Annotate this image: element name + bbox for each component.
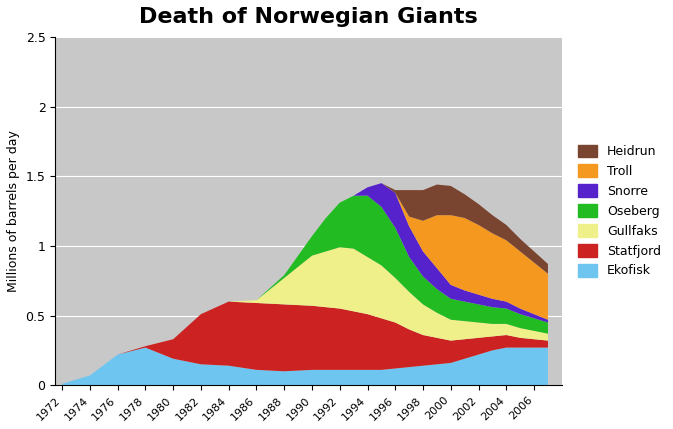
Title: Death of Norwegian Giants: Death of Norwegian Giants <box>139 7 478 27</box>
Y-axis label: Millions of barrels per day: Millions of barrels per day <box>7 130 20 292</box>
Legend: Heidrun, Troll, Snorre, Oseberg, Gullfaks, Statfjord, Ekofisk: Heidrun, Troll, Snorre, Oseberg, Gullfak… <box>573 139 666 282</box>
